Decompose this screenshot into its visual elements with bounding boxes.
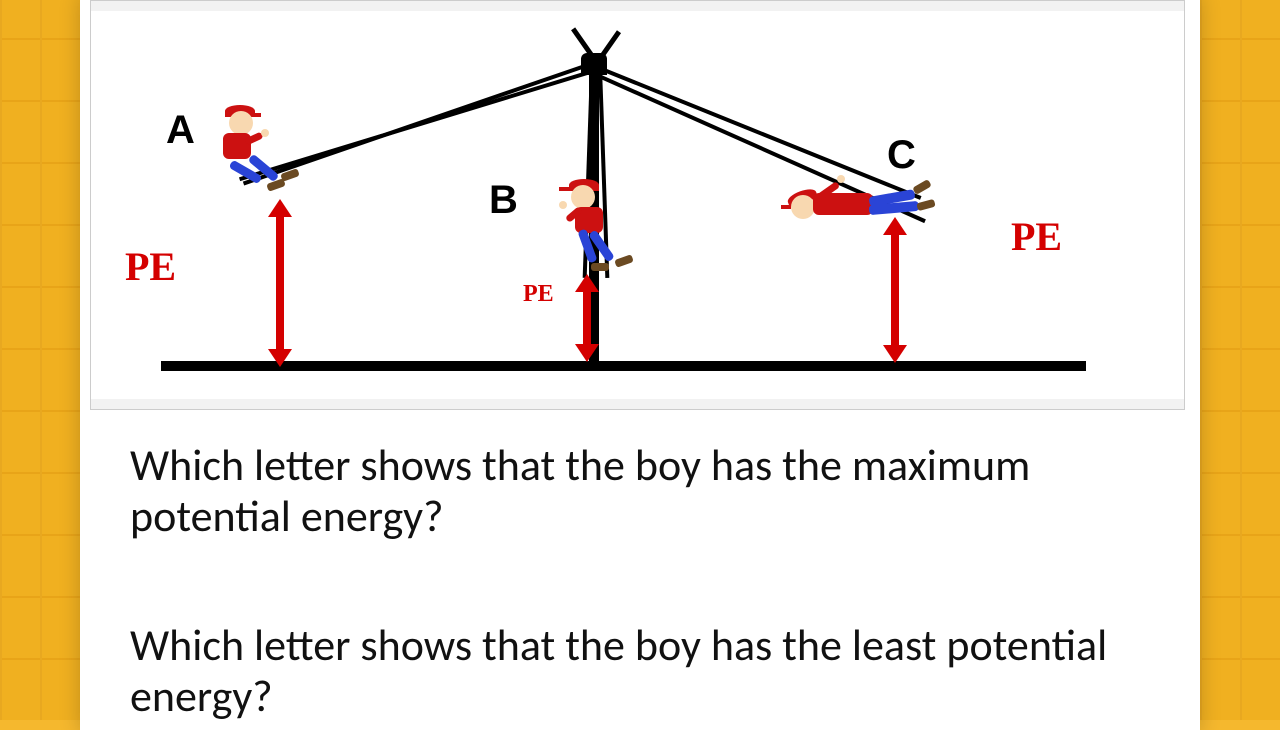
rope-top: [594, 30, 621, 66]
label-b: B: [489, 178, 518, 223]
label-c: C: [887, 133, 916, 178]
arrow-b: [583, 288, 591, 348]
arrow-a: [276, 213, 284, 353]
slide-paper: Gravitational Potential Energy(GPE): [80, 0, 1200, 730]
diagram-frame: A B C PE PE PE: [90, 0, 1185, 410]
ground-line: [161, 361, 1086, 371]
question-1: Which letter shows that the boy has the …: [130, 440, 1140, 541]
label-a: A: [166, 108, 195, 153]
rope-a: [239, 69, 594, 181]
swing-diagram: A B C PE PE PE: [91, 13, 1184, 399]
pe-label-b: PE: [523, 281, 554, 308]
question-2: Which letter shows that the boy has the …: [130, 620, 1140, 721]
rope-c: [596, 65, 922, 200]
pe-label-c: PE: [1011, 213, 1062, 260]
arrow-c: [891, 231, 899, 349]
pe-label-a: PE: [125, 243, 176, 290]
